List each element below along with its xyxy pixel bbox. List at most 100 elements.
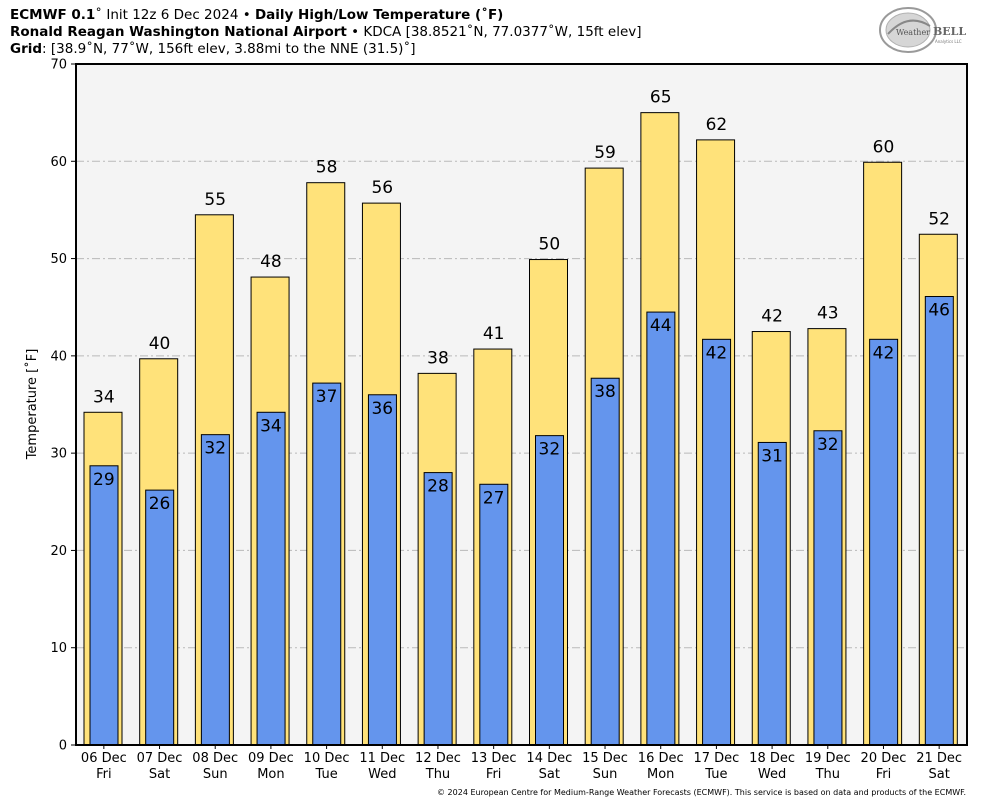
x-tick-date-2: 08 Dec [192, 751, 238, 766]
x-tick-date-12: 18 Dec [749, 751, 795, 766]
x-tick-date-9: 15 Dec [582, 751, 628, 766]
logo-text-left: Weather [896, 28, 930, 37]
low-bar-3 [256, 411, 286, 746]
x-tick-day-14: Fri [876, 767, 892, 782]
x-tick-day-0: Fri [96, 767, 112, 782]
x-tick-date-5: 11 Dec [359, 751, 405, 766]
copyright-credit: © 2024 European Centre for Medium-Range … [437, 788, 966, 797]
low-bar-0 [89, 465, 119, 746]
y-tick-label-10: 10 [50, 641, 67, 656]
value-labels: 34 29 40 26 55 32 48 34 58 37 56 36 38 28 41 27 50 32 59 38… [93, 88, 950, 514]
product-title: Daily High/Low Temperature (˚F) [254, 7, 504, 23]
low-bar-10 [646, 311, 676, 746]
x-tick-day-6: Thu [425, 767, 450, 782]
x-tick-day-10: Mon [647, 767, 674, 782]
low-label-5: 36 [371, 399, 393, 419]
low-label-8: 32 [539, 440, 561, 460]
logo-text-right: BELL [933, 25, 966, 38]
station-name: Ronald Reagan Washington National Airpor… [10, 24, 347, 40]
high-label-8: 50 [539, 235, 561, 255]
y-tick-label-40: 40 [50, 349, 67, 364]
low-bar-11 [702, 338, 732, 746]
high-label-0: 34 [93, 387, 115, 407]
header-line-3: Grid: [38.9˚N, 77˚W, 156ft elev, 3.88mi … [10, 40, 415, 58]
low-bar-15 [924, 296, 954, 746]
x-tick-date-11: 17 Dec [693, 751, 739, 766]
x-tick-day-4: Tue [314, 767, 337, 782]
high-label-14: 60 [873, 137, 895, 157]
x-tick-day-3: Mon [257, 767, 284, 782]
x-tick-day-5: Wed [368, 767, 396, 782]
plot-frame [75, 63, 968, 746]
high-label-4: 58 [316, 158, 338, 178]
high-label-11: 62 [706, 115, 728, 135]
high-label-13: 43 [817, 304, 839, 324]
x-tick-day-9: Sun [593, 767, 618, 782]
x-tick-day-13: Thu [815, 767, 840, 782]
x-tick-date-15: 21 Dec [916, 751, 962, 766]
y-tick-label-60: 60 [50, 155, 67, 170]
init-time: ˚ Init 12z 6 Dec 2024 • [95, 7, 255, 23]
x-tick-date-0: 06 Dec [81, 751, 127, 766]
low-label-14: 42 [873, 343, 895, 363]
y-axis-label: Temperature [˚F] [24, 349, 40, 461]
model-name: ECMWF 0.1 [10, 7, 96, 23]
header-line-2: Ronald Reagan Washington National Airpor… [10, 23, 642, 41]
high-label-12: 42 [761, 307, 783, 327]
station-info: • KDCA [38.8521˚N, 77.0377˚W, 15ft elev] [346, 24, 642, 40]
x-tick-date-4: 10 Dec [304, 751, 350, 766]
low-bar-4 [312, 382, 342, 746]
x-tick-date-10: 16 Dec [638, 751, 684, 766]
low-label-12: 31 [761, 446, 783, 466]
x-tick-day-7: Fri [486, 767, 502, 782]
y-tick-label-0: 0 [59, 739, 67, 754]
low-bar-7 [479, 483, 509, 746]
low-label-4: 37 [316, 387, 338, 407]
x-tick-date-13: 19 Dec [805, 751, 851, 766]
x-tick-date-14: 20 Dec [861, 751, 907, 766]
high-label-2: 55 [204, 190, 226, 210]
x-tick-day-8: Sat [539, 767, 560, 782]
logo-subtext: Analytics LLC [935, 39, 962, 44]
low-label-1: 26 [149, 494, 171, 514]
y-tick-label-70: 70 [50, 58, 67, 73]
low-label-3: 34 [260, 416, 282, 436]
header-line-1: ECMWF 0.1˚ Init 12z 6 Dec 2024 • Daily H… [10, 6, 503, 24]
low-bar-6 [423, 472, 453, 746]
low-bar-2 [200, 434, 230, 746]
low-bar-14 [869, 338, 899, 746]
x-tick-date-6: 12 Dec [415, 751, 461, 766]
high-label-10: 65 [650, 88, 672, 108]
low-label-6: 28 [427, 477, 449, 497]
x-tick-day-1: Sat [149, 767, 170, 782]
x-tick-day-2: Sun [203, 767, 228, 782]
low-label-10: 44 [650, 316, 672, 336]
low-label-0: 29 [93, 470, 115, 490]
x-tick-date-1: 07 Dec [137, 751, 183, 766]
x-tick-day-15: Sat [928, 767, 949, 782]
low-label-2: 32 [204, 439, 226, 459]
low-bar-9 [590, 377, 620, 746]
high-label-15: 52 [928, 209, 950, 229]
low-bar-13 [813, 430, 843, 746]
high-label-3: 48 [260, 252, 282, 272]
y-tick-label-30: 30 [50, 447, 67, 462]
low-label-15: 46 [928, 301, 950, 321]
high-label-1: 40 [149, 334, 171, 354]
low-label-7: 27 [483, 488, 505, 508]
low-bar-8 [535, 435, 564, 746]
x-tick-date-3: 09 Dec [248, 751, 294, 766]
high-label-9: 59 [594, 143, 616, 163]
grid-label: Grid [10, 41, 43, 57]
low-label-11: 42 [706, 343, 728, 363]
y-tick-label-20: 20 [50, 544, 67, 559]
bars [83, 112, 958, 746]
weatherbell-logo: Weather BELL Analytics LLC [879, 7, 966, 53]
x-tick-day-12: Wed [758, 767, 786, 782]
low-label-9: 38 [594, 382, 616, 402]
high-label-7: 41 [483, 324, 505, 344]
low-bar-5 [367, 394, 397, 746]
x-tick-date-8: 14 Dec [526, 751, 572, 766]
high-label-5: 56 [371, 178, 393, 198]
low-label-13: 32 [817, 435, 839, 455]
